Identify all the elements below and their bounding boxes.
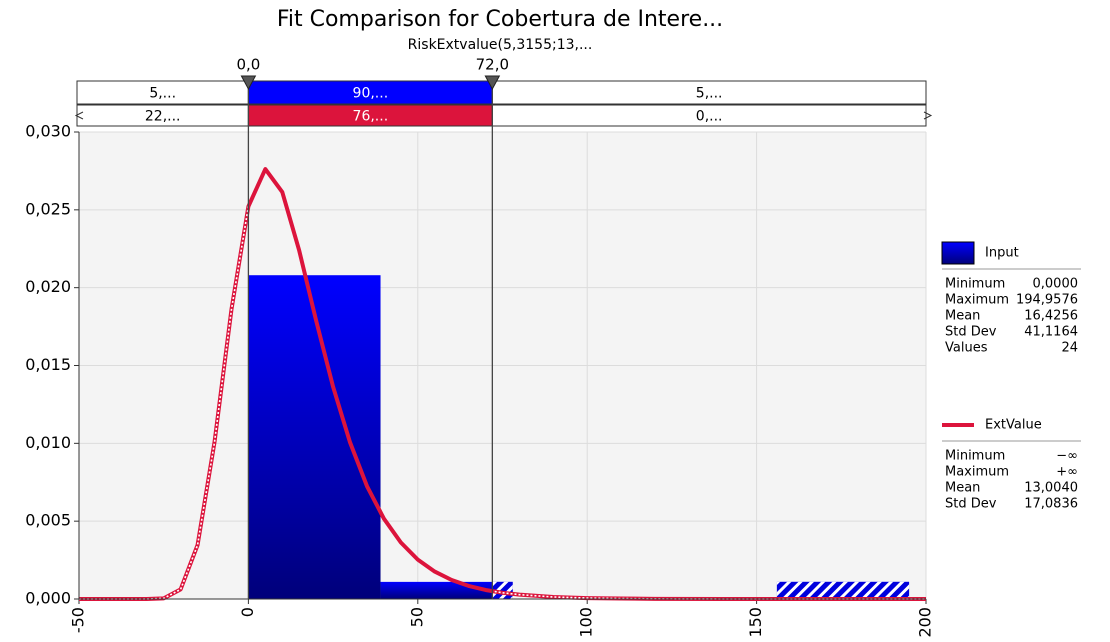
- stat-value: 24: [1061, 341, 1078, 356]
- legend-swatch: [941, 241, 975, 265]
- stat-value: −∞: [1056, 449, 1078, 464]
- stat-value: 194,9576: [1016, 293, 1078, 308]
- x-tick-label: 200: [916, 607, 935, 638]
- chart-title: Fit Comparison for Cobertura de Intere..…: [277, 7, 723, 32]
- y-tick-label: 0,010: [25, 433, 71, 452]
- histogram-bar: [380, 581, 513, 599]
- stat-value: 16,4256: [1024, 309, 1078, 324]
- band-arrow: [923, 111, 933, 120]
- band-label: 5,...: [149, 86, 176, 102]
- y-tick-label: 0,005: [25, 511, 71, 530]
- stat-name: Maximum: [945, 465, 1009, 480]
- stat-value: 17,0836: [1024, 497, 1078, 512]
- x-tick-label: 150: [746, 607, 765, 638]
- band-label: 22,...: [145, 109, 181, 125]
- delimiter-label: 0,0: [236, 56, 260, 74]
- band-label: 76,...: [353, 109, 389, 125]
- y-tick-label: 0,020: [25, 277, 71, 296]
- stat-name: Minimum: [945, 277, 1005, 292]
- y-tick-label: 0,015: [25, 355, 71, 374]
- delimiter-handle: [240, 75, 257, 91]
- stat-name: Std Dev: [945, 497, 997, 512]
- stat-name: Maximum: [945, 293, 1009, 308]
- bar-hatch: [776, 581, 910, 599]
- x-tick-label: 100: [577, 607, 596, 638]
- band-label: 5,...: [696, 86, 723, 102]
- stat-name: Mean: [945, 481, 980, 496]
- stat-value: 0,0000: [1033, 277, 1079, 292]
- y-tick-label: 0,000: [25, 589, 71, 608]
- stat-name: Minimum: [945, 449, 1005, 464]
- histogram-bar: [248, 275, 381, 599]
- legend-label: Input: [985, 246, 1019, 261]
- x-tick-label: -50: [69, 607, 88, 633]
- stat-name: Std Dev: [945, 325, 997, 340]
- y-tick-label: 0,025: [25, 199, 71, 218]
- stat-name: Values: [945, 341, 988, 356]
- stat-name: Mean: [945, 309, 980, 324]
- band-label: 90,...: [353, 86, 389, 102]
- x-tick-label: 50: [407, 607, 426, 627]
- delimiter-label: 72,0: [476, 56, 509, 74]
- stat-value: 13,0040: [1024, 481, 1078, 496]
- chart-subtitle: RiskExtvalue(5,3155;13,...: [408, 37, 593, 53]
- y-tick-label: 0,030: [25, 122, 71, 141]
- stat-value: 41,1164: [1024, 325, 1078, 340]
- band-label: 0,...: [696, 109, 723, 125]
- delimiter-handle: [484, 75, 501, 91]
- legend-label: ExtValue: [985, 418, 1042, 433]
- stat-value: +∞: [1056, 465, 1078, 480]
- band-arrow: [74, 111, 84, 120]
- x-tick-label: 0: [238, 607, 257, 617]
